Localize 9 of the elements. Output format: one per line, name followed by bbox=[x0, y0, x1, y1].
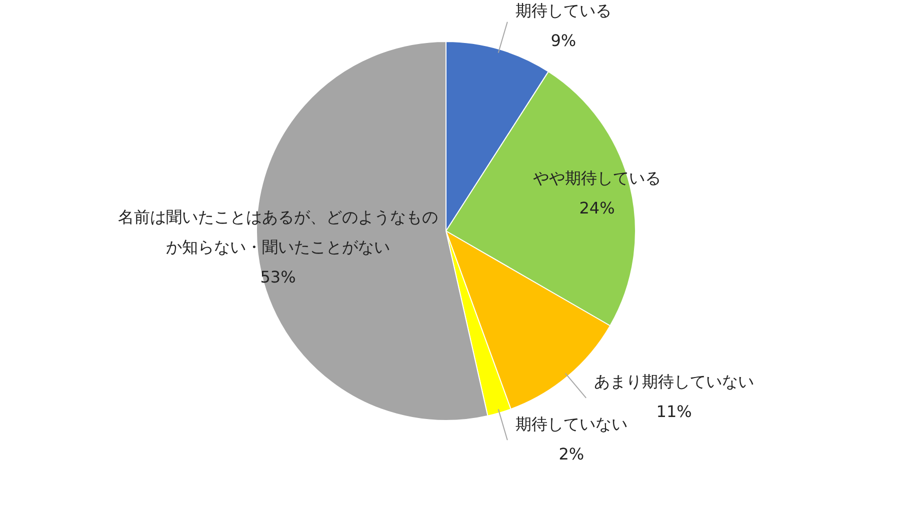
slice-label: 期待している bbox=[515, 1, 612, 20]
data-label: 9% bbox=[550, 31, 576, 50]
data-label: 2% bbox=[558, 444, 584, 464]
slice-label: あまり期待していない bbox=[594, 372, 754, 392]
data-label: 11% bbox=[656, 402, 692, 422]
data-label: 24% bbox=[579, 198, 615, 218]
slice-label: やや期待している bbox=[533, 168, 662, 188]
slice-label: 期待していない bbox=[515, 414, 628, 434]
slice-label: 名前は聞いたことはあるが、どのようなものか知らない・聞いたことがない bbox=[118, 207, 438, 256]
